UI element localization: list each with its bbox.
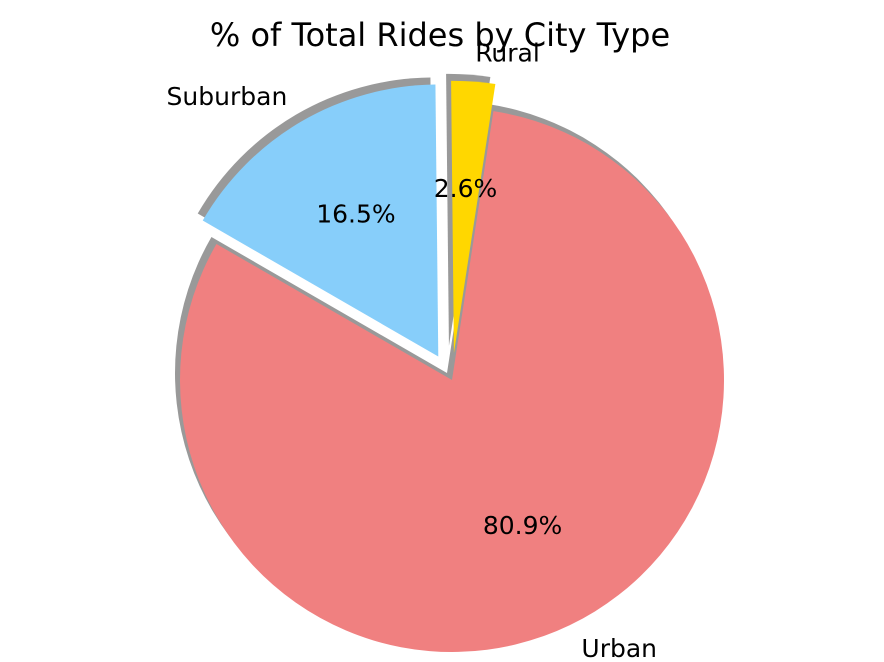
slice-pct-urban: 80.9% (483, 511, 562, 540)
slice-suburban (202, 84, 439, 357)
chart-title: % of Total Rides by City Type (210, 16, 670, 54)
slice-label-rural: Rural (475, 38, 540, 67)
pie-labels: Urban 80.9% Rural 2.6% Suburban 16.5% (167, 38, 657, 662)
slice-label-suburban: Suburban (167, 82, 288, 111)
slice-rural (451, 80, 496, 353)
slice-pct-rural: 2.6% (434, 174, 498, 203)
slice-urban (180, 111, 725, 652)
slice-label-urban: Urban (581, 634, 657, 662)
pie-slices (180, 80, 725, 652)
slice-pct-suburban: 16.5% (316, 200, 395, 229)
